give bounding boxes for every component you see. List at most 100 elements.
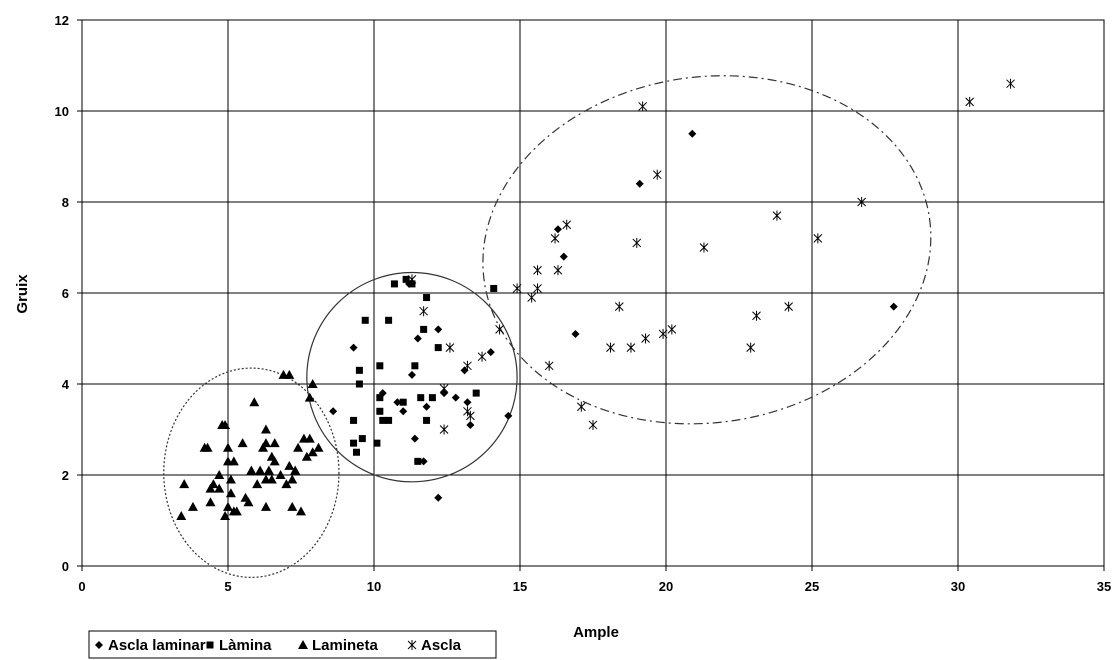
data-point-diamond (434, 325, 443, 334)
data-point-triangle (275, 470, 286, 479)
data-point-triangle (293, 442, 304, 452)
series-1 (350, 275, 498, 465)
data-point-diamond (349, 343, 358, 352)
legend-marker-asterisk (407, 640, 417, 650)
data-point-square (423, 416, 431, 424)
series-2 (176, 369, 324, 520)
data-point-asterisk (752, 310, 761, 321)
y-tick-label: 12 (55, 13, 69, 28)
data-point-diamond (466, 420, 475, 429)
data-point-triangle (301, 451, 312, 461)
data-point-asterisk (606, 342, 615, 353)
data-point-square (472, 389, 480, 397)
data-point-square (434, 344, 442, 352)
data-point-triangle (255, 465, 266, 475)
data-point-triangle (231, 506, 242, 516)
data-point-triangle (228, 456, 239, 466)
data-point-square (417, 394, 425, 402)
data-point-asterisk (641, 333, 650, 344)
data-point-asterisk (588, 419, 598, 430)
data-point-diamond (329, 407, 338, 416)
data-point-triangle (223, 501, 233, 511)
data-point-diamond (635, 179, 644, 188)
data-point-square (355, 366, 363, 374)
y-tick-label: 10 (55, 104, 69, 119)
data-point-triangle (179, 479, 190, 489)
data-point-square (428, 394, 436, 402)
data-point-triangle (281, 479, 292, 489)
data-point-diamond (463, 398, 472, 407)
x-tick-label: 5 (224, 579, 231, 594)
data-point-triangle (205, 483, 216, 493)
data-point-square (385, 416, 393, 424)
x-tick-label: 35 (1097, 579, 1111, 594)
data-point-triangle (208, 479, 219, 489)
data-point-asterisk (562, 219, 572, 230)
data-point-triangle (296, 506, 306, 516)
data-point-square (350, 416, 358, 424)
data-point-triangle (304, 433, 315, 443)
legend-label: Lamineta (312, 637, 379, 654)
data-point-triangle (304, 392, 315, 402)
legend: Ascla laminar Làmina Lamineta Ascla (88, 630, 497, 659)
data-point-triangle (287, 474, 298, 484)
data-point-square (399, 398, 407, 406)
data-point-square (376, 394, 384, 402)
data-point-asterisk (746, 342, 756, 353)
data-point-asterisk (466, 410, 475, 421)
data-point-asterisk (965, 96, 975, 107)
legend-box (88, 630, 497, 659)
data-point-triangle (266, 474, 277, 484)
x-tick-label: 0 (78, 579, 85, 594)
x-tick-label: 15 (513, 579, 527, 594)
data-point-square (490, 284, 498, 292)
y-axis-title: Gruix (14, 274, 31, 314)
data-point-asterisk (550, 233, 560, 244)
data-point-diamond (460, 366, 469, 375)
data-point-triangle (220, 510, 231, 520)
data-point-triangle (307, 379, 318, 388)
data-point-diamond (434, 493, 443, 502)
data-point-triangle (205, 497, 216, 507)
x-tick-label: 25 (805, 579, 819, 594)
data-point-asterisk (772, 210, 782, 221)
data-point-asterisk (658, 328, 668, 339)
data-point-triangle (214, 470, 225, 479)
data-point-asterisk (463, 360, 472, 371)
data-point-square (355, 380, 363, 388)
data-point-asterisk (407, 274, 417, 285)
x-axis-title: Ample (573, 624, 619, 641)
data-point-triangle (176, 510, 187, 520)
data-point-triangle (284, 369, 295, 379)
x-tick-label: 30 (951, 579, 965, 594)
data-point-triangle (284, 460, 295, 470)
data-point-triangle (260, 501, 271, 511)
legend-marker-triangle (298, 640, 308, 649)
data-point-diamond (486, 348, 495, 357)
data-point-asterisk (512, 283, 522, 294)
data-point-triangle (214, 483, 225, 493)
y-tick-label: 8 (62, 195, 69, 210)
legend-marker-diamond (95, 641, 103, 649)
data-point-triangle (307, 447, 318, 457)
data-point-triangle (260, 438, 271, 448)
data-point-square (390, 280, 398, 288)
data-point-asterisk (553, 265, 563, 276)
data-point-triangle (258, 442, 269, 452)
data-point-asterisk (533, 283, 542, 294)
data-point-asterisk (576, 401, 586, 412)
x-tick-label: 20 (659, 579, 673, 594)
data-point-triangle (202, 442, 213, 452)
data-point-triangle (237, 438, 248, 448)
data-point-diamond (422, 402, 431, 411)
data-point-triangle (269, 456, 280, 466)
data-point-diamond (571, 329, 580, 338)
data-point-diamond (889, 302, 898, 311)
data-point-diamond (559, 252, 568, 261)
data-point-diamond (413, 334, 422, 343)
data-point-diamond (688, 129, 697, 138)
data-point-square (361, 316, 369, 324)
data-point-asterisk (445, 342, 455, 353)
data-point-square (385, 316, 393, 324)
data-point-asterisk (857, 197, 866, 207)
